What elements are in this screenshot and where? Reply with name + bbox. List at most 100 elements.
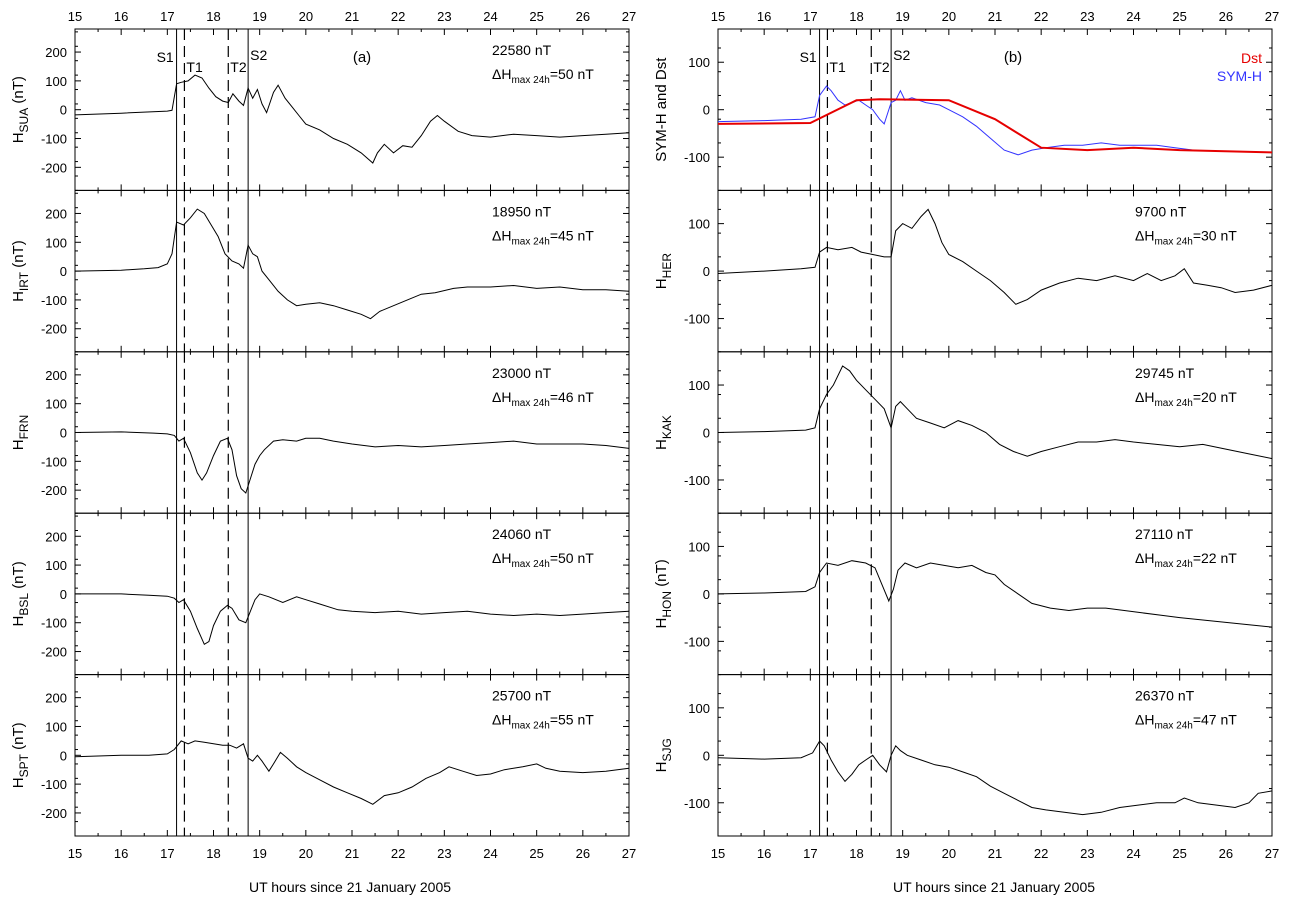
y-tick-label: 100 xyxy=(45,719,67,734)
x-tick-label-bottom: 20 xyxy=(299,846,313,861)
y-tick-label: -100 xyxy=(41,777,67,792)
x-tick-label-bottom: 27 xyxy=(1265,846,1279,861)
x-tick-label-top: 24 xyxy=(1126,9,1140,24)
series-FRN xyxy=(74,431,630,494)
y-tick-label: 0 xyxy=(703,264,710,279)
y-tick-label: 0 xyxy=(60,103,67,118)
series-KAK xyxy=(717,365,1273,460)
x-tick-label-bottom: 18 xyxy=(849,846,863,861)
series-HER xyxy=(717,208,1273,305)
y-axis-label: HBSL (nT) xyxy=(10,561,31,626)
y-tick-label: 0 xyxy=(703,587,710,602)
panel-BSL: -200 -100 0 100 200 HBSL (nT) 24060 nT ΔHmax 24… xyxy=(10,512,630,676)
x-tick-label-top: 20 xyxy=(942,9,956,24)
panel-IRT: -200 -100 0 100 200 HIRT (nT) 18950 nT ΔHmax 24… xyxy=(10,189,630,353)
delta-h-value: ΔHmax 24h=20 nT xyxy=(1135,389,1237,409)
series-HON xyxy=(717,560,1273,628)
y-tick-label: -200 xyxy=(41,645,67,660)
x-tick-label-top: 24 xyxy=(483,9,497,24)
y-tick-label: 0 xyxy=(60,426,67,441)
x-tick-label-bottom: 15 xyxy=(68,846,82,861)
y-tick-label: 200 xyxy=(45,206,67,221)
y-tick-label: 0 xyxy=(60,264,67,279)
delta-h-value: ΔHmax 24h=46 nT xyxy=(492,389,594,409)
baseline-value: 9700 nT xyxy=(1135,203,1187,219)
y-tick-label: 200 xyxy=(45,691,67,706)
y-axis-label: HFRN xyxy=(10,415,31,451)
y-tick-label: 100 xyxy=(688,378,710,393)
delta-h-value: ΔHmax 24h=55 nT xyxy=(492,712,594,732)
x-tick-label-bottom: 21 xyxy=(988,846,1002,861)
y-tick-label: 100 xyxy=(45,235,67,250)
y-tick-label: 200 xyxy=(45,45,67,60)
y-axis-label: HKAK xyxy=(653,415,674,450)
panel-SJG: -100 0 100 HSJG 26370 nT ΔHmax 24h=47 nT xyxy=(653,674,1273,837)
x-tick-label-bottom: 21 xyxy=(345,846,359,861)
delta-h-value: ΔHmax 24h=47 nT xyxy=(1135,712,1237,732)
y-axis-label: HHON (nT) xyxy=(653,559,674,628)
panel-symh-dst: -100 0 100 SYM-H and Dst Dst SYM-H S1 S2 T1 T2 xyxy=(653,28,1273,191)
x-tick-label-bottom: 26 xyxy=(1219,846,1233,861)
y-axis-label: HHER xyxy=(653,253,674,290)
x-tick-label-top: 26 xyxy=(1219,9,1233,24)
y-axis-label: HIRT (nT) xyxy=(10,240,31,302)
y-tick-label: 100 xyxy=(45,397,67,412)
y-axis-label: HSJG xyxy=(653,738,674,772)
y-tick-label: 100 xyxy=(688,539,710,554)
y-tick-label: -100 xyxy=(684,473,710,488)
y-tick-label: -200 xyxy=(41,806,67,821)
series-SJG xyxy=(717,740,1273,816)
right-column: (b) UT hours since 21 January 2005 xyxy=(893,49,1095,895)
x-tick-label-top: 16 xyxy=(757,9,771,24)
marker-label-S2: S2 xyxy=(250,47,267,63)
series-IRT xyxy=(74,208,630,320)
y-tick-label: -100 xyxy=(41,454,67,469)
x-tick-label-bottom: 22 xyxy=(1034,846,1048,861)
x-axis-label: UT hours since 21 January 2005 xyxy=(249,879,451,895)
series-SUA xyxy=(74,74,630,164)
column-label: (b) xyxy=(1004,49,1022,66)
baseline-value: 29745 nT xyxy=(1135,365,1195,381)
baseline-value: 26370 nT xyxy=(1135,688,1195,704)
x-tick-label-top: 17 xyxy=(160,9,174,24)
x-tick-label-top: 16 xyxy=(114,9,128,24)
x-tick-label-bottom: 26 xyxy=(576,846,590,861)
y-tick-label: -100 xyxy=(684,150,710,165)
x-tick-label-top: 23 xyxy=(437,9,451,24)
x-tick-label-top: 26 xyxy=(576,9,590,24)
x-tick-label-top: 19 xyxy=(895,9,909,24)
x-tick-label-top: 19 xyxy=(252,9,266,24)
x-tick-label-top: 17 xyxy=(803,9,817,24)
x-tick-label-bottom: 24 xyxy=(1126,846,1140,861)
x-tick-label-bottom: 19 xyxy=(252,846,266,861)
y-axis-label: HSUA (nT) xyxy=(10,76,31,143)
panel-FRN: -200 -100 0 100 200 HFRN 23000 nT ΔHmax 24h=46 … xyxy=(10,351,630,514)
marker-label-T1: T1 xyxy=(186,59,203,75)
x-tick-label-bottom: 15 xyxy=(711,846,725,861)
y-tick-label: -100 xyxy=(41,616,67,631)
x-tick-label-bottom: 23 xyxy=(437,846,451,861)
y-tick-label: 100 xyxy=(45,74,67,89)
column-1-plots: 15 15 16 16 17 17 18 18 19 19 20 20 21 21 22 22 23 23 24 24… xyxy=(653,9,1279,861)
x-tick-label-top: 25 xyxy=(1172,9,1186,24)
x-axis-label: UT hours since 21 January 2005 xyxy=(893,879,1095,895)
y-tick-label: 200 xyxy=(45,368,67,383)
x-tick-label-bottom: 17 xyxy=(160,846,174,861)
x-tick-label-bottom: 23 xyxy=(1080,846,1094,861)
x-tick-label-bottom: 27 xyxy=(622,846,636,861)
y-tick-label: -200 xyxy=(41,160,67,175)
baseline-value: 25700 nT xyxy=(492,688,552,704)
marker-label-S1: S1 xyxy=(157,49,174,65)
x-tick-label-bottom: 25 xyxy=(529,846,543,861)
y-tick-label: 200 xyxy=(45,529,67,544)
panel-SPT: -200 -100 0 100 200 HSPT (nT) 25700 nT ΔHmax 24… xyxy=(10,674,630,837)
x-tick-label-bottom: 25 xyxy=(1172,846,1186,861)
x-tick-label-top: 21 xyxy=(345,9,359,24)
x-tick-label-top: 18 xyxy=(849,9,863,24)
x-tick-label-bottom: 20 xyxy=(942,846,956,861)
x-tick-label-bottom: 19 xyxy=(895,846,909,861)
y-tick-label: -200 xyxy=(41,322,67,337)
panel-HON: -100 0 100 HHON (nT) 27110 nT ΔHmax 24h=22 nT xyxy=(653,512,1273,676)
left-column: (a) UT hours since 21 January 2005 xyxy=(249,49,451,895)
